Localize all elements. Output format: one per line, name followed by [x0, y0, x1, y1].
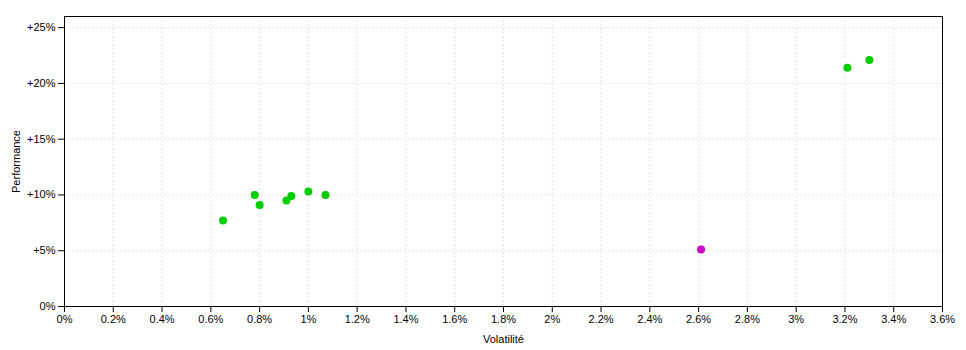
- svg-text:1.8%: 1.8%: [491, 313, 516, 325]
- svg-text:3%: 3%: [788, 313, 804, 325]
- svg-text:3.6%: 3.6%: [930, 313, 955, 325]
- svg-text:1%: 1%: [300, 313, 316, 325]
- svg-text:3.4%: 3.4%: [881, 313, 906, 325]
- svg-text:2.6%: 2.6%: [686, 313, 711, 325]
- svg-text:0.2%: 0.2%: [101, 313, 126, 325]
- svg-text:0%: 0%: [40, 300, 56, 312]
- svg-text:+10%: +10%: [27, 188, 56, 200]
- svg-text:2.2%: 2.2%: [589, 313, 614, 325]
- svg-text:Performance: Performance: [10, 130, 22, 193]
- svg-text:0.4%: 0.4%: [150, 313, 175, 325]
- svg-text:3.2%: 3.2%: [832, 313, 857, 325]
- svg-text:2.4%: 2.4%: [637, 313, 662, 325]
- svg-text:+20%: +20%: [27, 77, 56, 89]
- svg-text:0.6%: 0.6%: [198, 313, 223, 325]
- svg-text:1.4%: 1.4%: [393, 313, 418, 325]
- svg-text:2%: 2%: [544, 313, 560, 325]
- svg-text:1.6%: 1.6%: [442, 313, 467, 325]
- svg-text:Volatilité: Volatilité: [483, 333, 524, 345]
- svg-text:0.8%: 0.8%: [247, 313, 272, 325]
- svg-text:+15%: +15%: [27, 133, 56, 145]
- svg-text:2.8%: 2.8%: [735, 313, 760, 325]
- svg-text:+5%: +5%: [33, 244, 56, 256]
- svg-text:0%: 0%: [57, 313, 73, 325]
- svg-text:1.2%: 1.2%: [345, 313, 370, 325]
- svg-text:+25%: +25%: [27, 21, 56, 33]
